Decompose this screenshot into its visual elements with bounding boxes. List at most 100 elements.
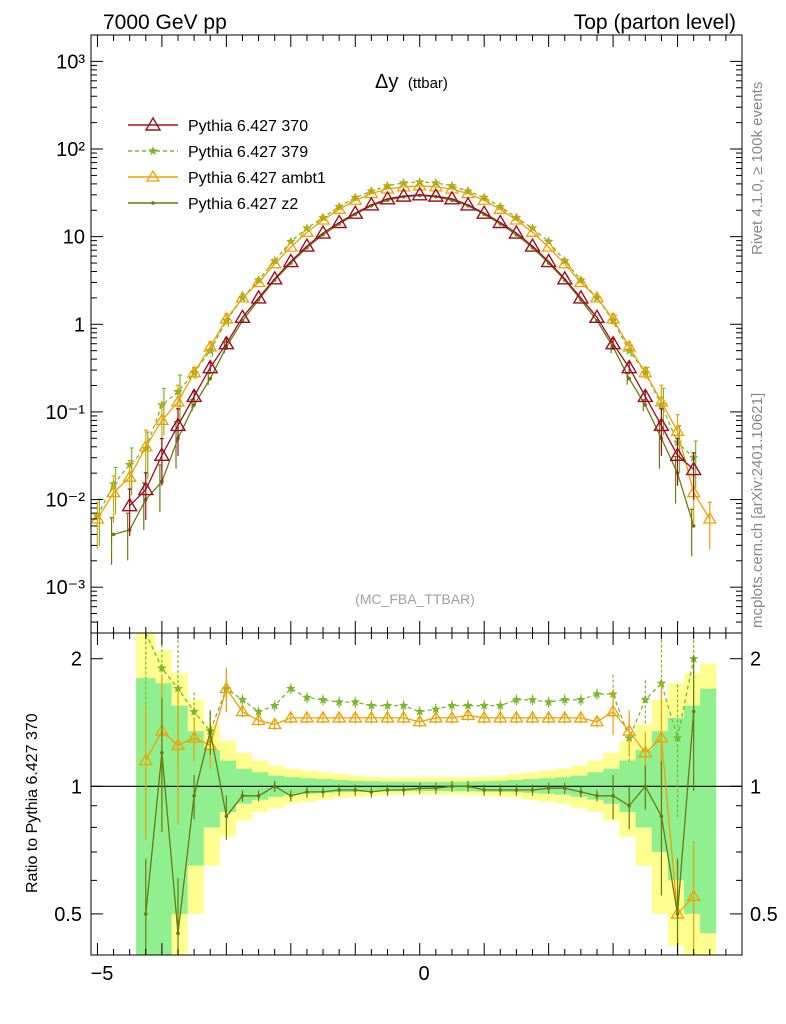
main-point-ambt1 [573, 275, 589, 288]
header-energy-label: 7000 GeV pp [103, 11, 227, 34]
main-point-p370 [508, 224, 525, 239]
main-point-p370 [475, 204, 493, 219]
main-point-p370 [540, 253, 557, 268]
ratio-point-z2 [289, 793, 293, 798]
main-point-p370 [492, 214, 509, 229]
ratio-point-z2 [530, 788, 535, 792]
ratio-point-z2 [321, 790, 325, 794]
analysis-watermark: (MC_FBA_TTBAR) [355, 591, 475, 607]
ratio-point-p379 [189, 706, 199, 716]
ratio-point-z2 [208, 729, 213, 733]
legend-label: Pythia 6.427 370 [188, 118, 308, 135]
main-point-ambt1 [605, 311, 621, 324]
main-x-ticks [96, 35, 743, 633]
ratio-point-z2 [353, 788, 358, 792]
ratio-point-ambt1 [315, 710, 331, 723]
ratio-line-p379 [145, 632, 695, 740]
main-point-p370 [314, 224, 332, 239]
main-line-ambt1 [96, 185, 711, 520]
main-point-p379 [253, 275, 264, 285]
main-point-ambt1 [186, 365, 202, 378]
main-point-p370 [266, 270, 283, 285]
legend-label: Pythia 6.427 ambt1 [188, 170, 326, 187]
ratio-y-tick-label-left: 2 [71, 649, 82, 671]
legend-marker [145, 169, 161, 182]
ratio-point-ambt1 [638, 745, 653, 758]
ratio-point-p379 [511, 694, 522, 704]
main-point-ambt1 [541, 239, 556, 252]
ratio-point-ambt1 [186, 730, 202, 743]
main-point-ambt1 [90, 511, 105, 524]
main-series-z2 [109, 193, 696, 565]
ratio-point-p379 [640, 694, 651, 704]
ratio-point-ambt1 [557, 710, 572, 723]
main-point-ambt1 [267, 256, 282, 269]
main-point-p379 [463, 186, 473, 196]
main-point-p370 [556, 270, 573, 285]
main-y-tick-label: 10³ [56, 51, 85, 73]
ratio-point-p379 [334, 697, 344, 707]
ratio-point-z2 [466, 784, 470, 789]
legend-label: Pythia 6.427 379 [188, 144, 308, 161]
ratio-point-z2 [305, 790, 309, 794]
main-point-ambt1 [283, 239, 298, 252]
main-point-p379 [447, 180, 457, 190]
main-point-p370 [588, 308, 606, 324]
main-series-p370 [121, 186, 702, 537]
main-point-ambt1 [235, 290, 250, 303]
main-point-p370 [330, 214, 348, 229]
main-point-ambt1 [170, 394, 186, 407]
main-point-p370 [169, 417, 187, 432]
ratio-point-ambt1 [396, 710, 411, 723]
legend-label: Pythia 6.427 z2 [188, 196, 298, 213]
ratio-point-z2 [143, 912, 148, 916]
main-line-p370 [129, 194, 695, 507]
ratio-point-z2 [192, 793, 196, 798]
main-point-ambt1 [525, 225, 540, 237]
ratio-point-z2 [240, 793, 245, 798]
ratio-point-ambt1 [686, 889, 701, 902]
ratio-point-z2 [562, 786, 567, 790]
main-point-p370 [685, 461, 702, 476]
ratio-point-z2 [176, 931, 180, 936]
main-point-ambt1 [622, 339, 637, 352]
ratio-x-ticks [96, 633, 743, 955]
main-point-ambt1 [428, 179, 443, 192]
rivet-version-label: Rivet 4.1.0, ≥ 100k events [749, 82, 766, 255]
main-point-p379 [560, 255, 570, 265]
main-point-ambt1 [154, 413, 170, 426]
ratio-point-p379 [495, 700, 505, 710]
main-point-p370 [604, 335, 622, 350]
ratio-point-ambt1 [299, 710, 315, 723]
ratio-point-p379 [350, 697, 360, 707]
main-y-tick-label: 1 [74, 314, 85, 336]
legend-marker [148, 146, 158, 155]
ratio-point-ambt1 [493, 710, 508, 723]
ratio-y-tick-label-left: 0.5 [54, 904, 82, 926]
ratio-point-ambt1 [235, 704, 250, 717]
ratio-y-ticks: 0.5 0.5 1 1 2 2 [54, 649, 778, 956]
ratio-point-p379 [286, 683, 296, 693]
main-point-p370 [637, 388, 654, 403]
ratio-point-p379 [253, 706, 264, 716]
main-point-p370 [395, 187, 412, 202]
legend-entry-ambt1: Pythia 6.427 ambt1 [128, 169, 326, 187]
ratio-point-ambt1 [589, 714, 605, 727]
ratio-point-z2 [272, 784, 277, 789]
mcplots-label: mcplots.cern.ch [arXiv:2401.10621] [749, 393, 766, 628]
main-point-p370 [153, 446, 171, 461]
ratio-point-z2 [675, 912, 680, 916]
main-point-p379 [318, 212, 328, 222]
main-point-ambt1 [203, 339, 218, 352]
main-y-tick-label: 10 [63, 227, 85, 249]
main-point-p379 [334, 201, 344, 211]
main-point-ambt1 [638, 365, 653, 378]
main-point-ambt1 [219, 311, 234, 324]
main-point-ambt1 [106, 485, 121, 498]
ratio-point-ambt1 [267, 717, 282, 730]
ratio-point-p379 [592, 689, 602, 699]
ratio-point-ambt1 [654, 730, 669, 743]
main-point-p370 [620, 359, 638, 374]
main-point-p370 [669, 446, 686, 461]
